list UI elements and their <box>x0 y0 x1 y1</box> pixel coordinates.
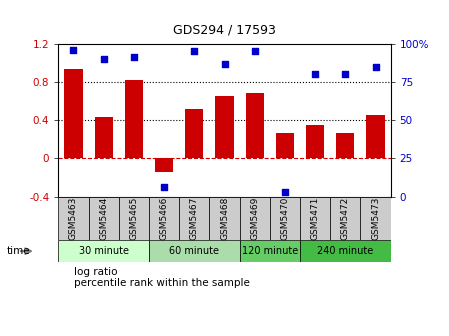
Text: GSM5471: GSM5471 <box>311 197 320 240</box>
Bar <box>155 158 173 172</box>
Bar <box>58 197 88 240</box>
Bar <box>185 109 203 158</box>
Text: GSM5469: GSM5469 <box>250 197 259 240</box>
Bar <box>95 117 113 158</box>
Text: log ratio: log ratio <box>74 267 118 278</box>
Bar <box>216 96 233 158</box>
Text: GSM5472: GSM5472 <box>341 197 350 240</box>
Bar <box>240 240 300 262</box>
Point <box>372 64 379 69</box>
Text: time: time <box>7 246 31 256</box>
Point <box>251 49 258 54</box>
Text: GSM5464: GSM5464 <box>99 197 108 240</box>
Bar <box>300 240 391 262</box>
Text: GDS294 / 17593: GDS294 / 17593 <box>173 24 276 37</box>
Text: 60 minute: 60 minute <box>169 246 219 256</box>
Bar <box>64 70 83 158</box>
Bar <box>209 197 240 240</box>
Bar <box>246 93 264 158</box>
Bar <box>125 80 143 158</box>
Bar <box>179 197 209 240</box>
Bar <box>300 197 330 240</box>
Bar <box>149 240 240 262</box>
Bar <box>336 132 354 158</box>
Bar <box>119 197 149 240</box>
Point <box>70 47 77 52</box>
Text: GSM5468: GSM5468 <box>220 197 229 240</box>
Point <box>312 72 319 77</box>
Text: 240 minute: 240 minute <box>317 246 374 256</box>
Point <box>191 49 198 54</box>
Bar <box>88 197 119 240</box>
Point <box>342 72 349 77</box>
Point <box>282 189 289 195</box>
Point <box>160 185 167 190</box>
Text: GSM5473: GSM5473 <box>371 197 380 240</box>
Text: GSM5465: GSM5465 <box>129 197 138 240</box>
Bar <box>330 197 361 240</box>
Text: 30 minute: 30 minute <box>79 246 129 256</box>
Bar <box>149 197 179 240</box>
Bar <box>270 197 300 240</box>
Bar <box>58 240 149 262</box>
Text: GSM5466: GSM5466 <box>159 197 168 240</box>
Text: GSM5467: GSM5467 <box>190 197 199 240</box>
Text: GSM5463: GSM5463 <box>69 197 78 240</box>
Point <box>221 61 228 66</box>
Text: 120 minute: 120 minute <box>242 246 298 256</box>
Point <box>100 56 107 62</box>
Bar <box>276 132 294 158</box>
Bar <box>361 197 391 240</box>
Text: percentile rank within the sample: percentile rank within the sample <box>74 278 250 288</box>
Bar <box>306 125 324 158</box>
Bar <box>240 197 270 240</box>
Text: GSM5470: GSM5470 <box>281 197 290 240</box>
Bar <box>366 115 385 158</box>
Point <box>130 55 137 60</box>
